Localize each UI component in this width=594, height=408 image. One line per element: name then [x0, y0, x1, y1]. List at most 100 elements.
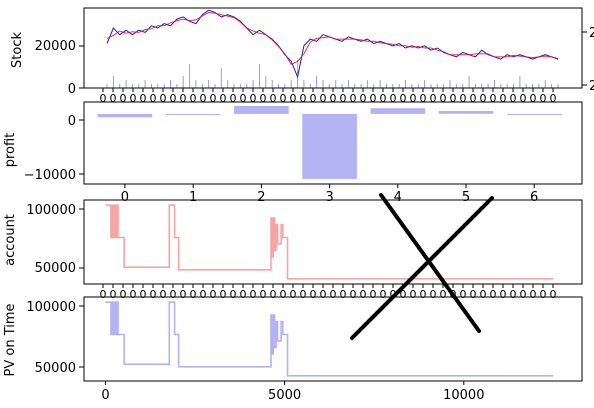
account-xtick-label: 0	[380, 288, 387, 301]
account-xtick-label: 0	[220, 288, 227, 301]
stock-xtick-label: 0	[180, 92, 187, 105]
profit-xtick-label: 3	[325, 190, 333, 205]
stock-volume-bars	[106, 60, 559, 88]
pv-ytick-50000: 50000	[35, 361, 76, 376]
account-line	[105, 204, 554, 280]
profit-bar	[370, 108, 426, 114]
account-xtick-label: 0	[250, 288, 257, 301]
cross-stroke-2	[350, 196, 494, 340]
stock-xtick-label: 0	[280, 92, 287, 105]
stock-xtick-label: 0	[520, 92, 527, 105]
stock-xtick-label: 0	[500, 92, 507, 105]
account-xtick-label: 0	[150, 288, 157, 301]
stock-xtick-label: 0	[220, 92, 227, 105]
account-xtick-label: 0	[530, 288, 537, 301]
stock-xtick-label: 0	[120, 92, 127, 105]
account-xtick-label: 0	[300, 288, 307, 301]
account-xtick-label: 0	[180, 288, 187, 301]
stock-xtick-label: 0	[310, 92, 317, 105]
account-xtick-label: 0	[550, 288, 557, 301]
account-xtick-label: 0	[280, 288, 287, 301]
account-xtick-label: 0	[400, 288, 407, 301]
account-xtick-label: 0	[510, 288, 517, 301]
profit-panel: profit 0 −10000 0 1 2 3 4 5 6	[3, 101, 583, 205]
account-xtick-label: 0	[100, 288, 107, 301]
stock-xtick-label: 0	[290, 92, 297, 105]
stock-ytick-0: 0	[68, 82, 76, 97]
stock-ylabel: Stock	[10, 32, 25, 68]
account-axes-frame	[83, 199, 583, 285]
stock-xtick-label: 0	[370, 92, 377, 105]
stock-xtick-label: 0	[130, 92, 137, 105]
account-xtick-label: 0	[500, 288, 507, 301]
profit-xtick-label: 6	[530, 190, 538, 205]
stock-xtick-label: 0	[170, 92, 177, 105]
account-xtick-label: 0	[200, 288, 207, 301]
account-xtick-label: 0	[290, 288, 297, 301]
account-xtick-label: 0	[490, 288, 497, 301]
account-ytick-50000: 50000	[35, 261, 76, 276]
pv-panel: PV on Time 100000 50000 0 5000 10000	[3, 296, 583, 403]
stock-xtick-label: 0	[460, 92, 467, 105]
profit-xtick-label: 0	[121, 190, 129, 205]
profit-xtick-label: 2	[257, 190, 265, 205]
profit-bar	[507, 113, 562, 115]
account-xtick-label: 0	[240, 288, 247, 301]
profit-bars	[97, 106, 562, 179]
cross-stroke-1	[379, 193, 481, 333]
account-ylabel: account	[3, 214, 18, 266]
stock-xtick-label: 0	[300, 92, 307, 105]
pv-axes-frame	[83, 296, 583, 382]
account-xtick-label: 0	[270, 288, 277, 301]
stock-axes-frame	[83, 7, 583, 89]
stock-xtick-label: 0	[380, 92, 387, 105]
profit-xtick-label: 5	[462, 190, 470, 205]
account-xtick-label: 0	[320, 288, 327, 301]
stock-xtick-label: 0	[350, 92, 357, 105]
stock-xtick-label: 0	[530, 92, 537, 105]
profit-axes-frame	[83, 101, 583, 185]
stock-xtick-label: 0	[340, 92, 347, 105]
account-xtick-label: 0	[120, 288, 127, 301]
account-xtick-label: 0	[430, 288, 437, 301]
account-xtick-label: 0	[460, 288, 467, 301]
account-xtick-label: 0	[340, 288, 347, 301]
account-xtick-label: 0	[470, 288, 477, 301]
stock-xtick-label: 0	[490, 92, 497, 105]
account-xtick-label: 0	[190, 288, 197, 301]
stock-xtick-label: 0	[150, 92, 157, 105]
account-xtick-label: 0	[420, 288, 427, 301]
stock-xtick-label: 0	[440, 92, 447, 105]
stock-right-tick-bottom: 2	[589, 79, 594, 94]
pv-xticks: 0 5000 10000	[101, 381, 484, 403]
account-xtick-label: 0	[350, 288, 357, 301]
stock-xtick-label: 0	[510, 92, 517, 105]
pv-ylabel: PV on Time	[3, 303, 18, 376]
pv-xtick-label: 10000	[443, 388, 484, 403]
account-xtick-label: 0	[130, 288, 137, 301]
stock-xtick-label: 0	[470, 92, 477, 105]
profit-bar	[234, 106, 289, 114]
stock-price-line	[106, 9, 559, 79]
pv-xtick-label: 0	[101, 388, 109, 403]
account-xtick-label: 0	[440, 288, 447, 301]
pv-xtick-label: 5000	[268, 388, 301, 403]
stock-xtick-label: 0	[400, 92, 407, 105]
stock-xtick-label: 0	[160, 92, 167, 105]
profit-xticks: 0 1 2 3 4 5 6	[121, 184, 538, 205]
cross-mark-overlay	[350, 193, 494, 340]
profit-bar	[438, 111, 494, 114]
account-xtick-label: 0	[330, 288, 337, 301]
stock-xtick-label: 0	[110, 92, 117, 105]
stock-xtick-label: 0	[430, 92, 437, 105]
stock-xtick-label: 0	[240, 92, 247, 105]
stock-right-tick-top: 2	[589, 26, 594, 41]
stock-xtick-label: 0	[330, 92, 337, 105]
stock-xtick-label: 0	[140, 92, 147, 105]
pv-line	[105, 301, 554, 377]
pv-ytick-100000: 100000	[26, 300, 76, 315]
